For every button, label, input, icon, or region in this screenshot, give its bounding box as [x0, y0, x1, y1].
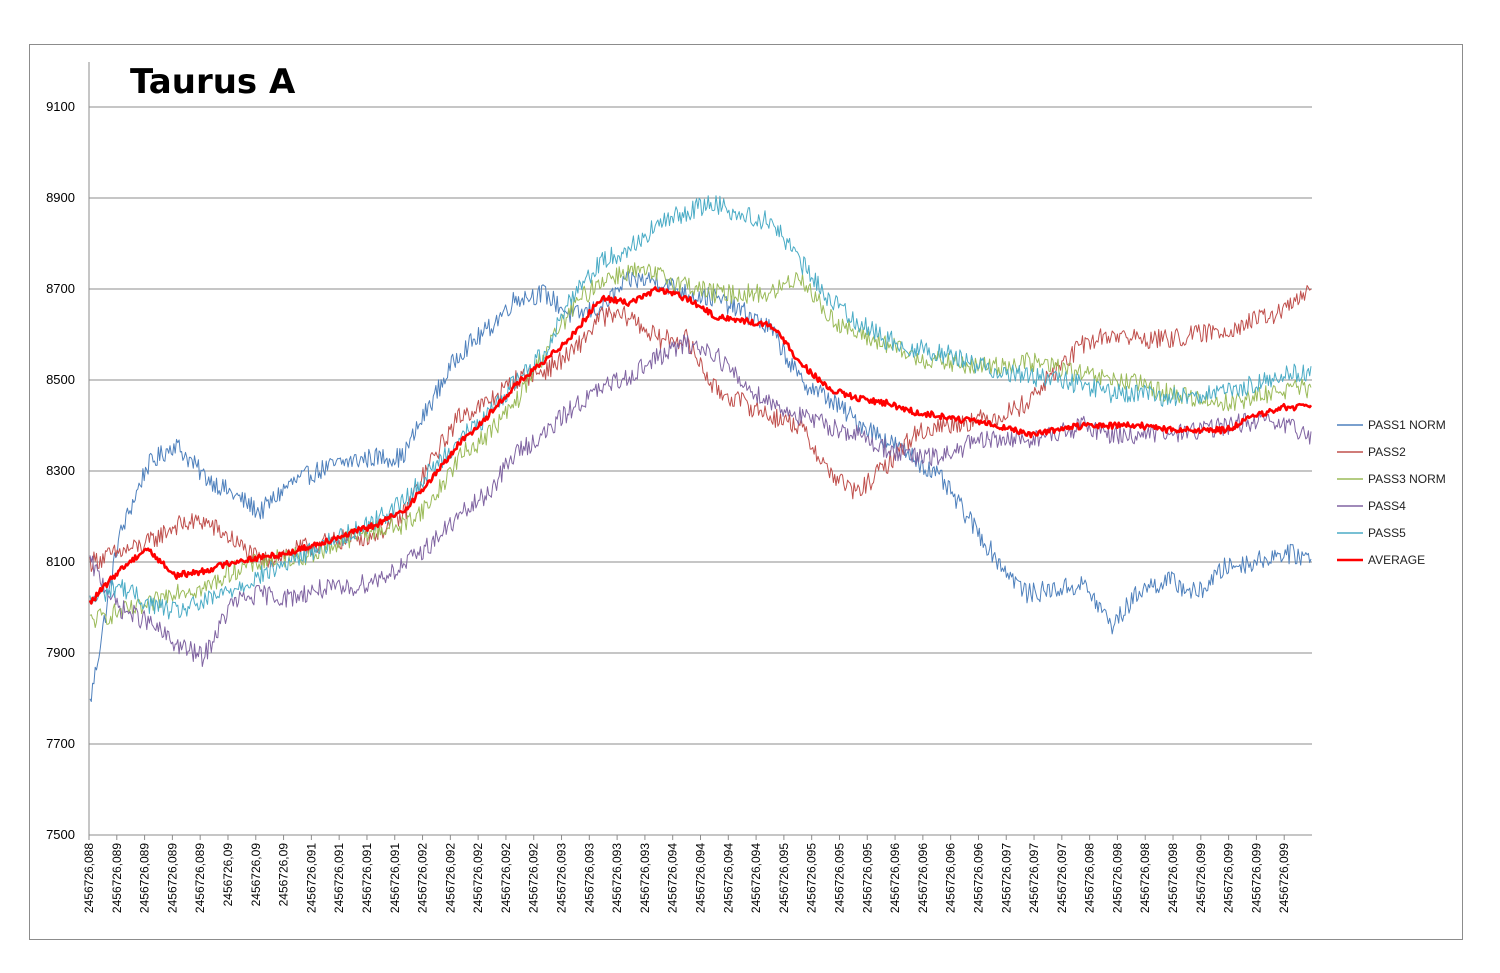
x-tick-label: 2456726,09 [249, 843, 263, 907]
series-line-average [88, 286, 1313, 605]
axes: 7500 7700 7900 8100 8300 8500 8700 8900 9100 2456… [46, 62, 1312, 913]
chart-title: Taurus A [130, 62, 296, 102]
chart-frame: Taurus A 7500 7700 7900 8100 8300 8500 8700 890… [29, 44, 1463, 940]
x-tick-label: 2456726,094 [666, 843, 680, 913]
legend: PASS1 NORM PASS2 PASS3 NORM PASS4 PASS5 AVERA… [1337, 418, 1446, 567]
x-tick-label: 2456726,091 [332, 843, 346, 913]
y-tick-label: 8900 [46, 190, 75, 205]
legend-label: PASS3 NORM [1368, 472, 1446, 486]
y-tick-label: 9100 [46, 99, 75, 114]
series-lines [88, 195, 1313, 702]
x-tick-label: 2456726,091 [304, 843, 318, 913]
legend-label: PASS1 NORM [1368, 418, 1446, 432]
series-line-pass5 [89, 195, 1312, 620]
x-tick-label: 2456726,099 [1222, 843, 1236, 913]
series-line-pass3-norm [89, 262, 1312, 628]
line-chart: Taurus A 7500 7700 7900 8100 8300 8500 8700 890… [46, 62, 1446, 913]
x-tick-label: 2456726,091 [360, 843, 374, 913]
x-tick-label: 2456726,098 [1083, 843, 1097, 913]
x-tick-label: 2456726,093 [610, 843, 624, 913]
x-tick-label: 2456726,089 [110, 843, 124, 913]
x-tick-label: 2456726,092 [499, 843, 513, 913]
x-tick-label: 2456726,098 [1166, 843, 1180, 913]
x-tick-label: 2456726,099 [1249, 843, 1263, 913]
x-tick-label: 2456726,095 [832, 843, 846, 913]
x-tick-label: 2456726,089 [138, 843, 152, 913]
x-tick-label: 2456726,092 [527, 843, 541, 913]
x-tick-label: 2456726,097 [1027, 843, 1041, 913]
x-tick-label: 2456726,094 [721, 843, 735, 913]
y-tick-label: 7500 [46, 827, 75, 842]
x-tick-label: 2456726,096 [971, 843, 985, 913]
legend-label: PASS5 [1368, 526, 1406, 540]
x-tick-label: 2456726,095 [805, 843, 819, 913]
x-tick-label: 2456726,089 [193, 843, 207, 913]
series-line-pass4 [89, 334, 1312, 667]
y-tick-label: 7900 [46, 645, 75, 660]
series-line-pass2 [89, 285, 1312, 572]
y-tick-label: 7700 [46, 736, 75, 751]
x-tick-label: 2456726,097 [999, 843, 1013, 913]
x-tick-label: 2456726,092 [471, 843, 485, 913]
y-tick-label: 8700 [46, 281, 75, 296]
x-tick-label: 2456726,099 [1194, 843, 1208, 913]
x-tick-label: 2456726,096 [916, 843, 930, 913]
x-tick-label: 2456726,095 [777, 843, 791, 913]
legend-label: PASS4 [1368, 499, 1406, 513]
x-tick-label: 2456726,096 [888, 843, 902, 913]
x-tick-label: 2456726,092 [416, 843, 430, 913]
legend-label: AVERAGE [1368, 553, 1425, 567]
x-tick-label: 2456726,098 [1110, 843, 1124, 913]
x-tick-label: 2456726,095 [860, 843, 874, 913]
series-line-pass1-norm [89, 270, 1312, 702]
x-tick-label: 2456726,093 [638, 843, 652, 913]
x-tick-label: 2456726,096 [944, 843, 958, 913]
y-tick-label: 8500 [46, 372, 75, 387]
y-tick-label: 8300 [46, 463, 75, 478]
x-tick-label: 2456726,088 [82, 843, 96, 913]
x-tick-label: 2456726,093 [555, 843, 569, 913]
x-tick-label: 2456726,093 [582, 843, 596, 913]
x-tick-label: 2456726,089 [165, 843, 179, 913]
x-tick-label: 2456726,094 [694, 843, 708, 913]
x-tick-label: 2456726,099 [1277, 843, 1291, 913]
x-tick-label: 2456726,098 [1138, 843, 1152, 913]
x-tick-label: 2456726,091 [388, 843, 402, 913]
legend-label: PASS2 [1368, 445, 1406, 459]
x-tick-label: 2456726,09 [277, 843, 291, 907]
x-tick-label: 2456726,09 [221, 843, 235, 907]
y-tick-label: 8100 [46, 554, 75, 569]
x-tick-label: 2456726,092 [443, 843, 457, 913]
x-tick-label: 2456726,094 [749, 843, 763, 913]
x-tick-label: 2456726,097 [1055, 843, 1069, 913]
